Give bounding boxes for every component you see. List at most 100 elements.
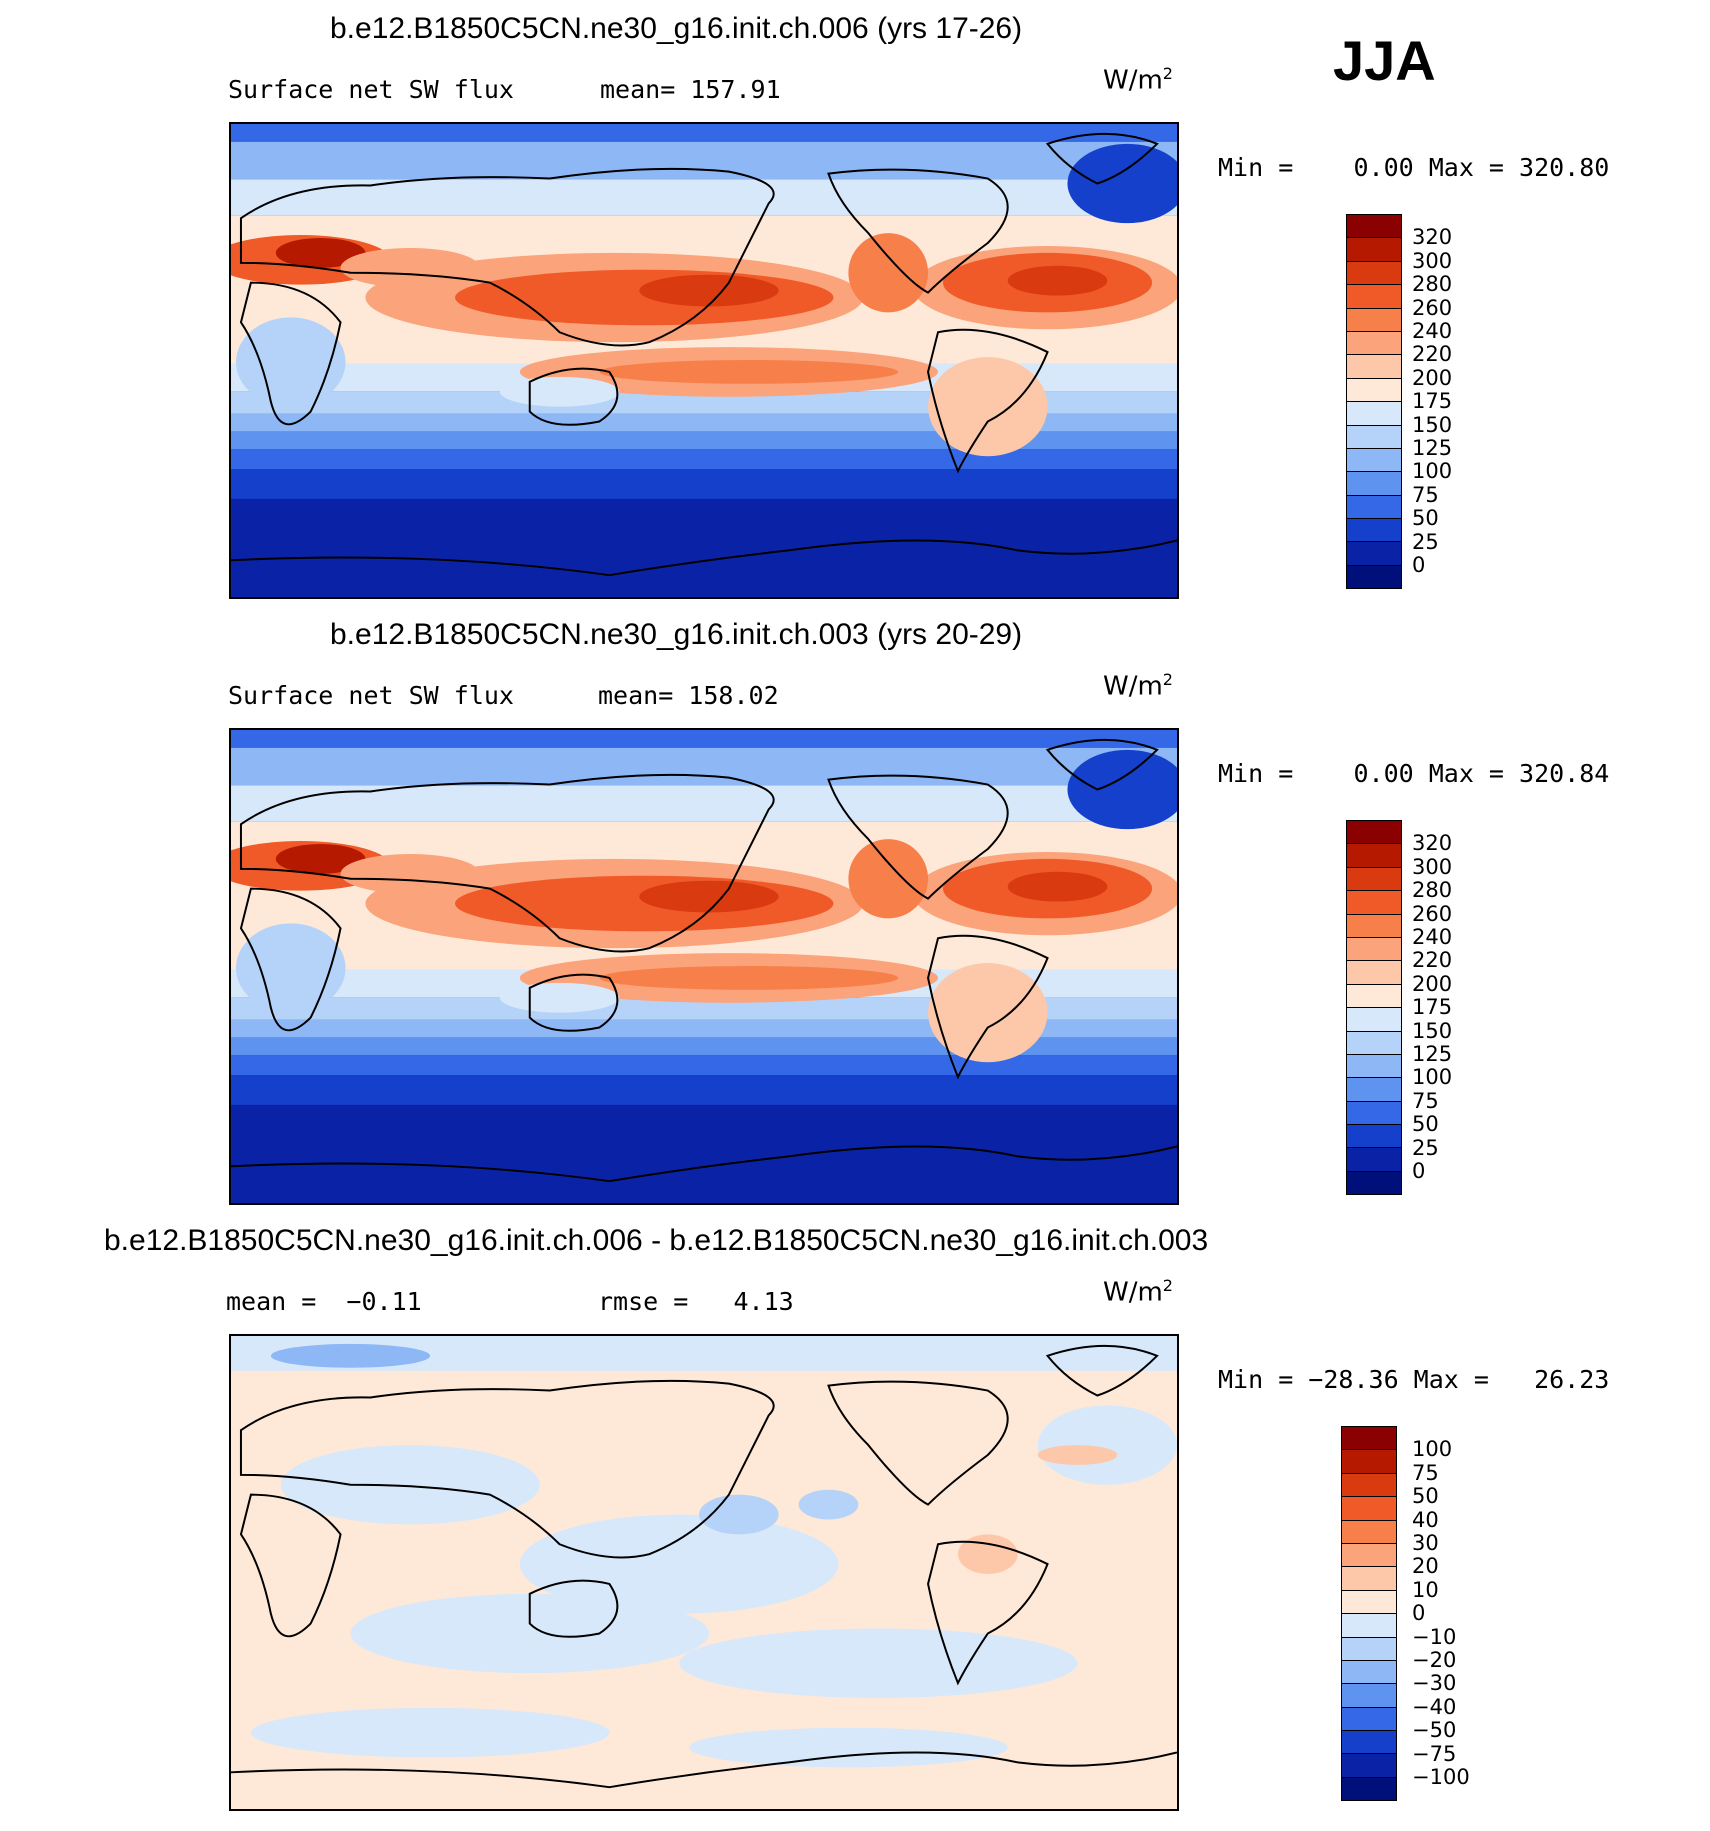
panel2-colorbar-swatch	[1346, 914, 1402, 938]
panel3-minmax: Min = −28.36 Max = 26.23	[1218, 1365, 1610, 1394]
panel1-colorbar-swatch	[1346, 331, 1402, 356]
panel1-colorbar-tick-label: 320	[1412, 225, 1453, 250]
panel3-colorbar-tick-label: 10	[1412, 1577, 1439, 1602]
panel1-colorbar-tick-label: 175	[1412, 389, 1453, 414]
panel2-colorbar-swatch	[1346, 891, 1402, 915]
panel1-colorbar-tick-label: 0	[1412, 553, 1426, 577]
panel2-colorbar-tick-label: 150	[1412, 1018, 1453, 1043]
panel3-colorbar-swatch	[1341, 1520, 1397, 1544]
panel3-colorbar	[1341, 1426, 1397, 1802]
panel2-colorbar-tick-label: 100	[1412, 1065, 1453, 1090]
panel2-colorbar-tick-label: 125	[1412, 1042, 1453, 1066]
panel1-mean: mean= 157.91	[600, 75, 781, 104]
panel3-colorbar-swatch	[1341, 1450, 1397, 1474]
season-label: JJA	[1333, 29, 1436, 92]
panel1-map	[229, 122, 1179, 599]
panel2-colorbar-swatch	[1346, 820, 1402, 845]
panel1-colorbar-tick-label: 240	[1412, 319, 1453, 343]
panel2-colorbar-swatch	[1346, 937, 1402, 962]
panel2-colorbar-tick-label: 300	[1412, 854, 1453, 879]
panel3-units: W/m2	[1103, 1276, 1173, 1308]
panel1-colorbar-tick-label: 200	[1412, 365, 1453, 390]
panel3-colorbar-tick-label: 40	[1412, 1507, 1439, 1532]
panel1-colorbar-tick-label: 100	[1412, 459, 1453, 484]
panel1-colorbar-swatch	[1346, 308, 1402, 332]
panel2-colorbar-tick-label: 320	[1412, 831, 1453, 856]
panel2-colorbar-swatch	[1346, 984, 1402, 1009]
panel2-colorbar-swatch	[1346, 844, 1402, 868]
panel1-colorbar-swatch	[1346, 402, 1402, 426]
panel2-colorbar-swatch	[1346, 1101, 1402, 1126]
panel1-minmax: Min = 0.00 Max = 320.80	[1218, 153, 1610, 182]
panel3-colorbar-swatch	[1341, 1637, 1397, 1661]
panel3-colorbar-swatch	[1341, 1567, 1397, 1591]
panel2-colorbar-swatch	[1346, 1078, 1402, 1102]
panel3-map	[229, 1334, 1179, 1811]
panel2-minmax: Min = 0.00 Max = 320.84	[1218, 759, 1610, 788]
panel3-colorbar-swatch	[1341, 1731, 1397, 1755]
panel1-colorbar-swatch	[1346, 214, 1402, 239]
panel3-colorbar-swatch	[1341, 1684, 1397, 1708]
panel2-colorbar-tick-label: 25	[1412, 1135, 1439, 1160]
panel1-colorbar-swatch	[1346, 238, 1402, 262]
panel1-colorbar-swatch	[1346, 378, 1402, 403]
panel2-colorbar-tick-label: 50	[1412, 1112, 1439, 1137]
panel2-colorbar-swatch	[1346, 1054, 1402, 1079]
panel1-colorbar-swatch	[1346, 542, 1402, 566]
panel1-title: b.e12.B1850C5CN.ne30_g16.init.ch.006 (yr…	[330, 12, 1023, 45]
panel1-colorbar-tick-label: 75	[1412, 482, 1439, 507]
panel1-variable-label: Surface net SW flux	[228, 75, 514, 104]
panel2-colorbar-tick-label: 75	[1412, 1088, 1439, 1113]
panel1-units: W/m2	[1103, 64, 1173, 96]
panel3-colorbar-tick-label: −75	[1412, 1741, 1457, 1766]
panel3-colorbar-tick-label: −20	[1412, 1648, 1457, 1672]
panel1-colorbar-swatch	[1346, 519, 1402, 543]
panel3-colorbar-tick-label: 30	[1412, 1531, 1439, 1555]
panel1-colorbar-swatch	[1346, 355, 1402, 379]
panel1-colorbar-swatch	[1346, 472, 1402, 496]
panel2-colorbar-tick-label: 260	[1412, 901, 1453, 926]
panel3-title: b.e12.B1850C5CN.ne30_g16.init.ch.006 - b…	[104, 1224, 1209, 1257]
panel1-colorbar-tick-label: 150	[1412, 412, 1453, 437]
panel3-colorbar-tick-label: −30	[1412, 1671, 1457, 1696]
panel1-colorbar-tick-label: 280	[1412, 272, 1453, 297]
panel2-colorbar-swatch	[1346, 1031, 1402, 1055]
panel1-colorbar-tick-label: 25	[1412, 529, 1439, 554]
panel3-rmse: rmse = 4.13	[598, 1287, 794, 1316]
panel2-variable-label: Surface net SW flux	[228, 681, 514, 710]
panel1-colorbar-tick-label: 300	[1412, 248, 1453, 273]
panel3-colorbar-swatch	[1341, 1426, 1397, 1451]
panel3-colorbar-tick-label: −10	[1412, 1624, 1457, 1649]
panel2-colorbar-tick-label: 175	[1412, 995, 1453, 1020]
panel3-colorbar-tick-label: 20	[1412, 1554, 1439, 1579]
panel3-colorbar-tick-label: 50	[1412, 1484, 1439, 1509]
panel2-colorbar-swatch	[1346, 1125, 1402, 1149]
panel2-colorbar-tick-label: 200	[1412, 971, 1453, 996]
panel3-colorbar-swatch	[1341, 1754, 1397, 1778]
panel1-colorbar	[1346, 214, 1402, 590]
panel2-mean: mean= 158.02	[598, 681, 779, 710]
panel3-colorbar-tick-label: 75	[1412, 1460, 1439, 1485]
panel1-colorbar-swatch	[1346, 495, 1402, 520]
panel2-colorbar-swatch	[1346, 1148, 1402, 1172]
panel3-colorbar-tick-label: −40	[1412, 1694, 1457, 1719]
panel3-colorbar-tick-label: 0	[1412, 1601, 1426, 1626]
panel3-colorbar-tick-label: −50	[1412, 1718, 1457, 1743]
panel2-colorbar-tick-label: 280	[1412, 878, 1453, 903]
panel1-colorbar-swatch	[1346, 425, 1402, 449]
panel1-colorbar-swatch	[1346, 565, 1402, 590]
panel2-colorbar-swatch	[1346, 1008, 1402, 1032]
panel2-title: b.e12.B1850C5CN.ne30_g16.init.ch.003 (yr…	[330, 618, 1023, 651]
panel3-mean: mean = −0.11	[226, 1287, 422, 1316]
panel3-colorbar-tick-label: −100	[1412, 1765, 1470, 1789]
panel3-colorbar-swatch	[1341, 1660, 1397, 1685]
panel3-colorbar-swatch	[1341, 1590, 1397, 1615]
panel3-colorbar-tick-label: 100	[1412, 1437, 1453, 1462]
panel1-colorbar-swatch	[1346, 448, 1402, 473]
panel2-colorbar-tick-label: 220	[1412, 948, 1453, 973]
panel1-colorbar-tick-label: 220	[1412, 342, 1453, 367]
panel2-map	[229, 728, 1179, 1205]
panel3-colorbar-swatch	[1341, 1707, 1397, 1732]
panel1-colorbar-tick-label: 50	[1412, 506, 1439, 531]
panel3-colorbar-swatch	[1341, 1497, 1397, 1521]
